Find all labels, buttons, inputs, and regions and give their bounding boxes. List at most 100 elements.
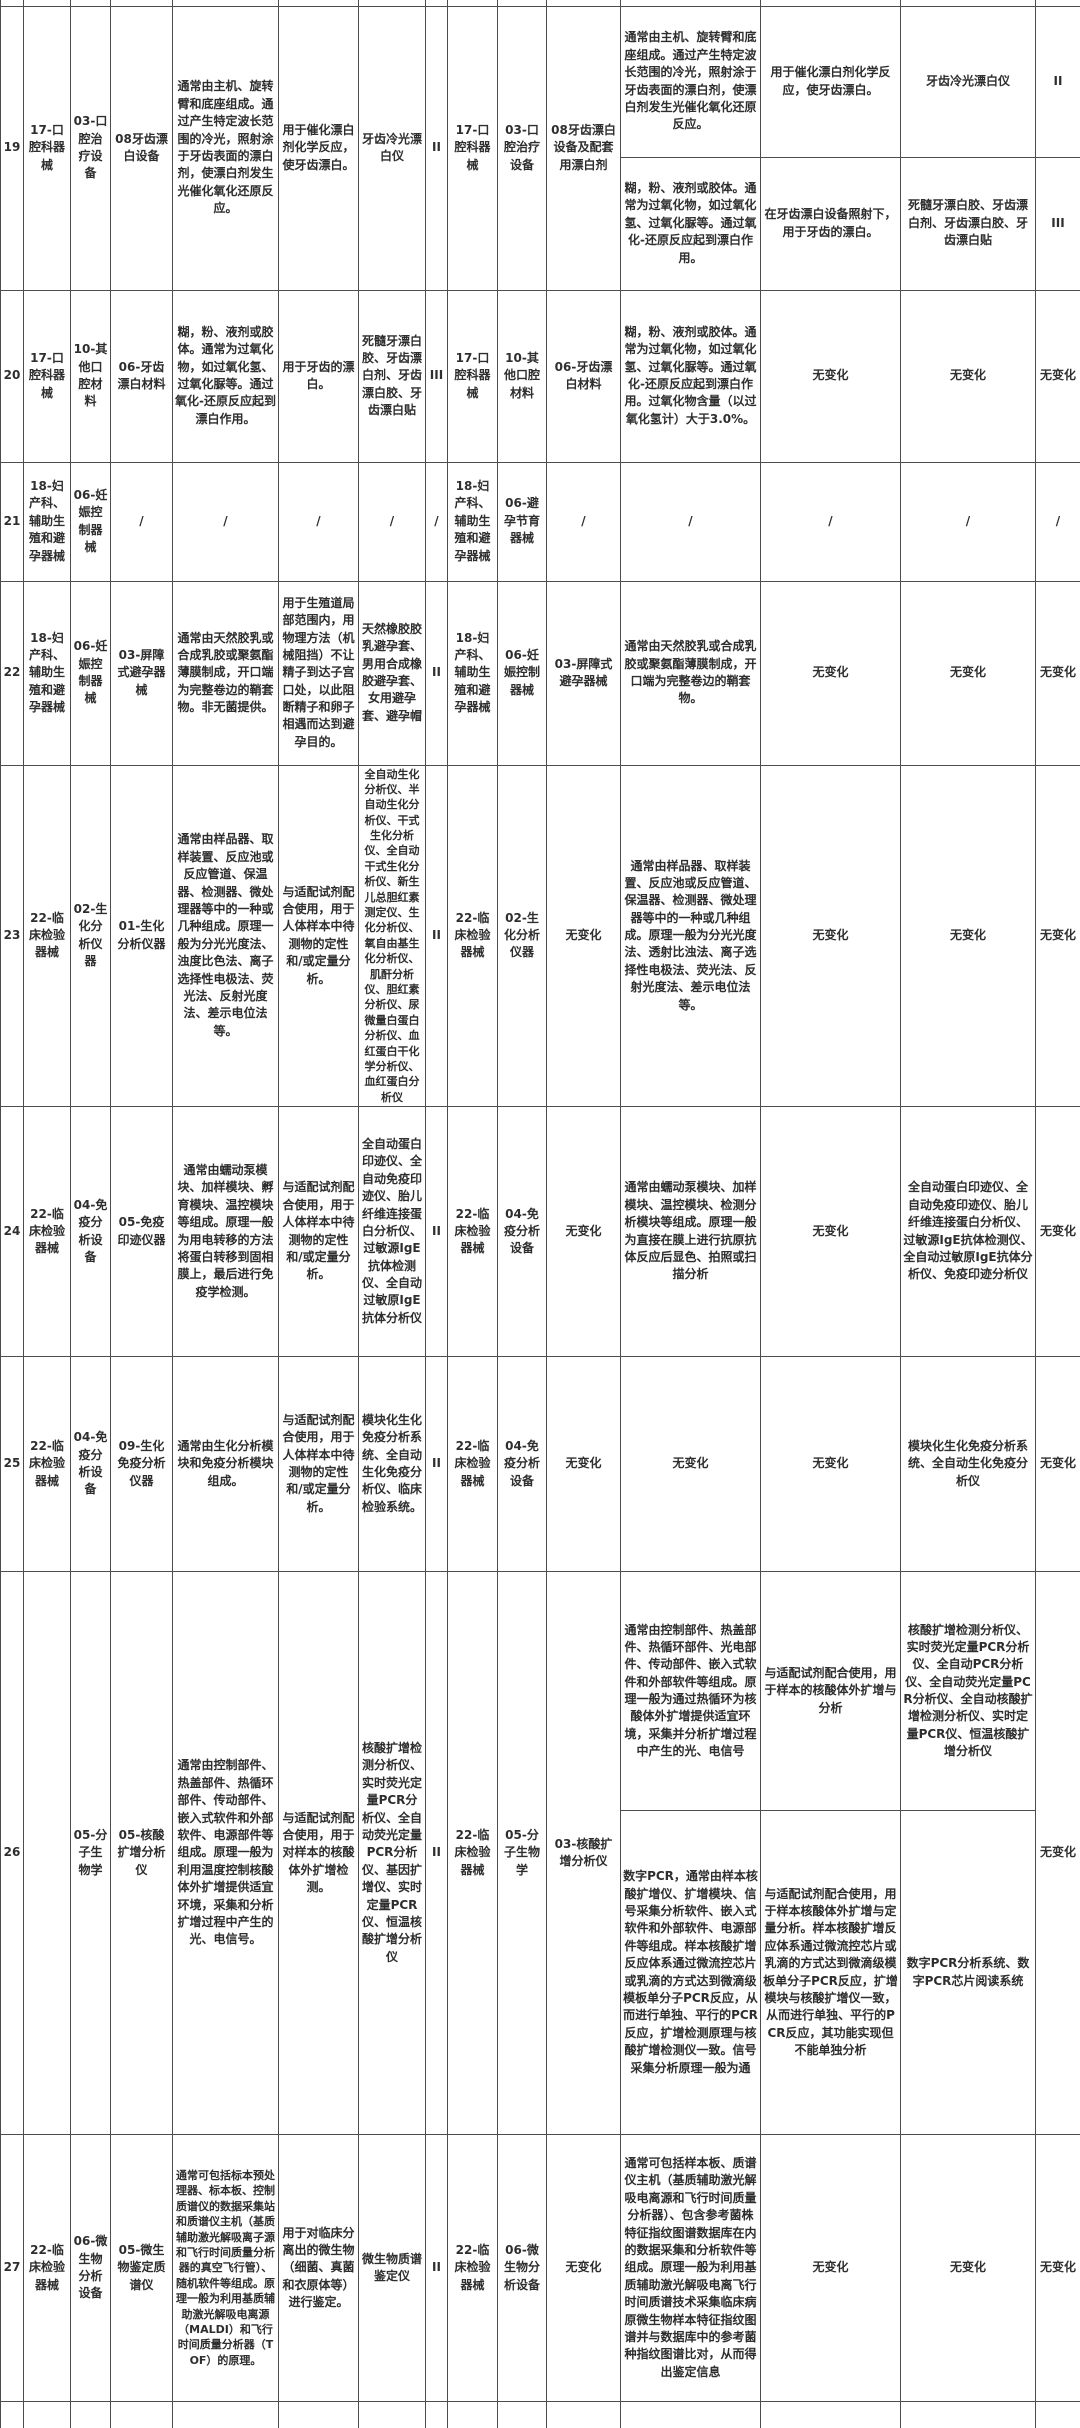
r24-old-description: 通常由蠕动泵模块、加样模块、孵育模块、温控模块等组成。原理一般为用电转移的方法将… xyxy=(173,1107,279,1357)
r27-new-category2: 06-微生物分析设备 xyxy=(498,2135,547,2402)
empty-cell xyxy=(498,2402,547,2428)
r21-old-intended-use: / xyxy=(279,462,359,581)
r27-old-category2: 06-微生物分析设备 xyxy=(71,2135,111,2402)
r27-row-number: 27 xyxy=(1,2135,24,2402)
r26-old-description: 通常由控制部件、热盖部件、热循环部件、传动部件、嵌入式软件和外部软件、电源部件等… xyxy=(173,1572,279,2135)
r22-old-intended-use: 用于生殖道局部范围内，用物理方法（机械阻挡）不让精子到达子宫口处，以此阻断精子和… xyxy=(279,581,359,765)
r21-new-class: / xyxy=(1036,462,1080,581)
r27-old-intended-use: 用于对临床分离出的微生物（细菌、真菌和衣原体等）进行鉴定。 xyxy=(279,2135,359,2402)
r26-old-class: II xyxy=(426,1572,448,2135)
r25-old-class: II xyxy=(426,1357,448,1572)
r23-old-description: 通常由样品器、取样装置、反应池或反应管道、保温器、检测器、微处理器等中的一种或几… xyxy=(173,765,279,1107)
r26-new-category2: 05-分子生物学 xyxy=(498,1572,547,2135)
r27-new-intended-use: 无变化 xyxy=(761,2135,901,2402)
r20-new-class: 无变化 xyxy=(1036,290,1080,462)
r24-old-product-names: 全自动蛋白印迹仪、全自动免疫印迹仪、胎儿纤维连接蛋白分析仪、过敏源IgE抗体检测… xyxy=(359,1107,426,1357)
r27-old-class: II xyxy=(426,2135,448,2402)
r24-new-intended-use: 无变化 xyxy=(761,1107,901,1357)
r23-new-class: 无变化 xyxy=(1036,765,1080,1107)
empty-cell xyxy=(71,2402,111,2428)
r26-new-intended-use-sub1: 与适配试剂配合使用，用于样本的核酸体外扩增与分析 xyxy=(761,1572,901,1811)
r26-new-description-sub2: 数字PCR，通常由样本核酸扩增仪、扩增模块、信号采集分析软件、嵌入式软件和外部软… xyxy=(621,1811,761,2135)
r24-new-category2: 04-免疫分析设备 xyxy=(498,1107,547,1357)
r19-new-description-sub2: 糊，粉、液剂或胶体。通常为过氧化物，如过氧化氢、过氧化脲等。通过氧化-还原反应起… xyxy=(621,157,761,290)
r23-old-category2: 02-生化分析仪器 xyxy=(71,765,111,1107)
r21-old-description: / xyxy=(173,462,279,581)
empty-cell xyxy=(173,2402,279,2428)
r23-old-intended-use: 与适配试剂配合使用，用于人体样本中待测物的定性和/或定量分析。 xyxy=(279,765,359,1107)
empty-cell xyxy=(111,2402,173,2428)
r20-row-number: 20 xyxy=(1,290,24,462)
r19-new-intended-use-sub2: 在牙齿漂白设备照射下，用于牙齿的漂白。 xyxy=(761,157,901,290)
table-row-22: 22 18-妇产科、辅助生殖和避孕器械 06-妊娠控制器械 03-屏障式避孕器械… xyxy=(1,581,1080,765)
r26-new-product: 03-核酸扩增分析仪 xyxy=(547,1572,621,2135)
r21-old-category2: 06-妊娠控制器械 xyxy=(71,462,111,581)
r22-new-intended-use: 无变化 xyxy=(761,581,901,765)
empty-cell xyxy=(547,2402,621,2428)
table-row-19: 19 17-口腔科器械 03-口腔治疗设备 08牙齿漂白设备 通常由主机、旋转臂… xyxy=(1,6,1080,157)
r20-new-category1: 17-口腔科器械 xyxy=(448,290,498,462)
r19-new-category1: 17-口腔科器械 xyxy=(448,6,498,290)
r24-new-description: 通常由蠕动泵模块、加样模块、温控模块、检测分析模块等组成。原理一般为直接在膜上进… xyxy=(621,1107,761,1357)
table-row-23: 23 22-临床检验器械 02-生化分析仪器 01-生化分析仪器 通常由样品器、… xyxy=(1,765,1080,1107)
r20-new-product-names: 无变化 xyxy=(901,290,1036,462)
r22-new-category2: 06-妊娠控制器械 xyxy=(498,581,547,765)
r23-old-class: II xyxy=(426,765,448,1107)
r21-old-category1: 18-妇产科、辅助生殖和避孕器械 xyxy=(24,462,71,581)
table-row-21: 21 18-妇产科、辅助生殖和避孕器械 06-妊娠控制器械 / / / / / … xyxy=(1,462,1080,581)
r20-old-product: 06-牙齿漂白材料 xyxy=(111,290,173,462)
r22-new-description: 通常由天然胶乳或合成乳胶或聚氨酯薄膜制成，开口端为完整卷边的鞘套物。 xyxy=(621,581,761,765)
r27-old-description: 通常可包括标本预处理器、标本板、控制质谱仪的数据采集站和质谱仪主机（基质辅助激光… xyxy=(173,2135,279,2402)
r21-old-product-names: / xyxy=(359,462,426,581)
empty-cell xyxy=(448,2402,498,2428)
r24-new-product-names: 全自动蛋白印迹仪、全自动免疫印迹仪、胎儿纤维连接蛋白分析仪、过敏源IgE抗体检测… xyxy=(901,1107,1036,1357)
r24-new-class: 无变化 xyxy=(1036,1107,1080,1357)
r22-new-product: 03-屏障式避孕器械 xyxy=(547,581,621,765)
r25-old-product-names: 模块化生化免疫分析系统、全自动生化免疫分析仪、临床检验系统。 xyxy=(359,1357,426,1572)
table-row-26: 26 05-分子生物学 05-核酸扩增分析仪 通常由控制部件、热盖部件、热循环部… xyxy=(1,1572,1080,1811)
r22-row-number: 22 xyxy=(1,581,24,765)
table-row-24: 24 22-临床检验器械 04-免疫分析设备 05-免疫印迹仪器 通常由蠕动泵模… xyxy=(1,1107,1080,1357)
r27-new-product: 无变化 xyxy=(547,2135,621,2402)
r21-new-category1: 18-妇产科、辅助生殖和避孕器械 xyxy=(448,462,498,581)
r19-new-class-sub2: III xyxy=(1036,157,1080,290)
r23-old-product-names: 全自动生化分析仪、半自动生化分析仪、干式生化分析仪、全自动干式生化分析仪、新生儿… xyxy=(359,765,426,1107)
r27-new-description: 通常可包括样本板、质谱仪主机（基质辅助激光解吸电离源和飞行时间质量分析器）、包含… xyxy=(621,2135,761,2402)
r20-old-description: 糊，粉、液剂或胶体。通常为过氧化物，如过氧化氢、过氧化脲等。通过氧化-还原反应起… xyxy=(173,290,279,462)
empty-cell xyxy=(761,2402,901,2428)
r19-new-product-names-sub1: 牙齿冷光漂白仪 xyxy=(901,6,1036,157)
r19-old-intended-use: 用于催化漂白剂化学反应，使牙齿漂白。 xyxy=(279,6,359,290)
r22-old-product: 03-屏障式避孕器械 xyxy=(111,581,173,765)
r20-new-product: 06-牙齿漂白材料 xyxy=(547,290,621,462)
r23-new-description: 通常由样品器、取样装置、反应池或反应管道、保温器、检测器、微处理器等中的一种或几… xyxy=(621,765,761,1107)
empty-cell xyxy=(901,2402,1036,2428)
r19-new-category2: 03-口腔治疗设备 xyxy=(498,6,547,290)
r19-new-class-sub1: II xyxy=(1036,6,1080,157)
empty-cell xyxy=(1,2402,24,2428)
r19-row-number: 19 xyxy=(1,6,24,290)
empty-cell xyxy=(359,2402,426,2428)
r27-new-class: 无变化 xyxy=(1036,2135,1080,2402)
r26-old-intended-use: 与适配试剂配合使用，用于对样本的核酸体外扩增检测。 xyxy=(279,1572,359,2135)
r24-old-class: II xyxy=(426,1107,448,1357)
r19-old-description: 通常由主机、旋转臂和底座组成。通过产生特定波长范围的冷光，照射涂于牙齿表面的漂白… xyxy=(173,6,279,290)
r23-new-category1: 22-临床检验器械 xyxy=(448,765,498,1107)
r20-new-category2: 10-其他口腔材料 xyxy=(498,290,547,462)
r25-old-category2: 04-免疫分析设备 xyxy=(71,1357,111,1572)
r26-old-category1 xyxy=(24,1572,71,2135)
r27-new-category1: 22-临床检验器械 xyxy=(448,2135,498,2402)
r26-new-class: 无变化 xyxy=(1036,1572,1080,2135)
table-row-27: 27 22-临床检验器械 06-微生物分析设备 05-微生物鉴定质谱仪 通常可包… xyxy=(1,2135,1080,2402)
table-row-20: 20 17-口腔科器械 10-其他口腔材料 06-牙齿漂白材料 糊，粉、液剂或胶… xyxy=(1,290,1080,462)
r22-old-description: 通常由天然胶乳或合成乳胶或聚氨酯薄膜制成，开口端为完整卷边的鞘套物。非无菌提供。 xyxy=(173,581,279,765)
r20-old-category1: 17-口腔科器械 xyxy=(24,290,71,462)
r24-new-category1: 22-临床检验器械 xyxy=(448,1107,498,1357)
r22-old-category1: 18-妇产科、辅助生殖和避孕器械 xyxy=(24,581,71,765)
r25-new-product: 无变化 xyxy=(547,1357,621,1572)
r21-new-intended-use: / xyxy=(761,462,901,581)
r21-old-product: / xyxy=(111,462,173,581)
r26-new-description-sub1: 通常由控制部件、热盖部件、热循环部件、光电部件、传动部件、嵌入式软件和外部软件等… xyxy=(621,1572,761,1811)
r23-old-product: 01-生化分析仪器 xyxy=(111,765,173,1107)
r26-new-product-names-sub1: 核酸扩增检测分析仪、实时荧光定量PCR分析仪、全自动PCR分析仪、全自动荧光定量… xyxy=(901,1572,1036,1811)
